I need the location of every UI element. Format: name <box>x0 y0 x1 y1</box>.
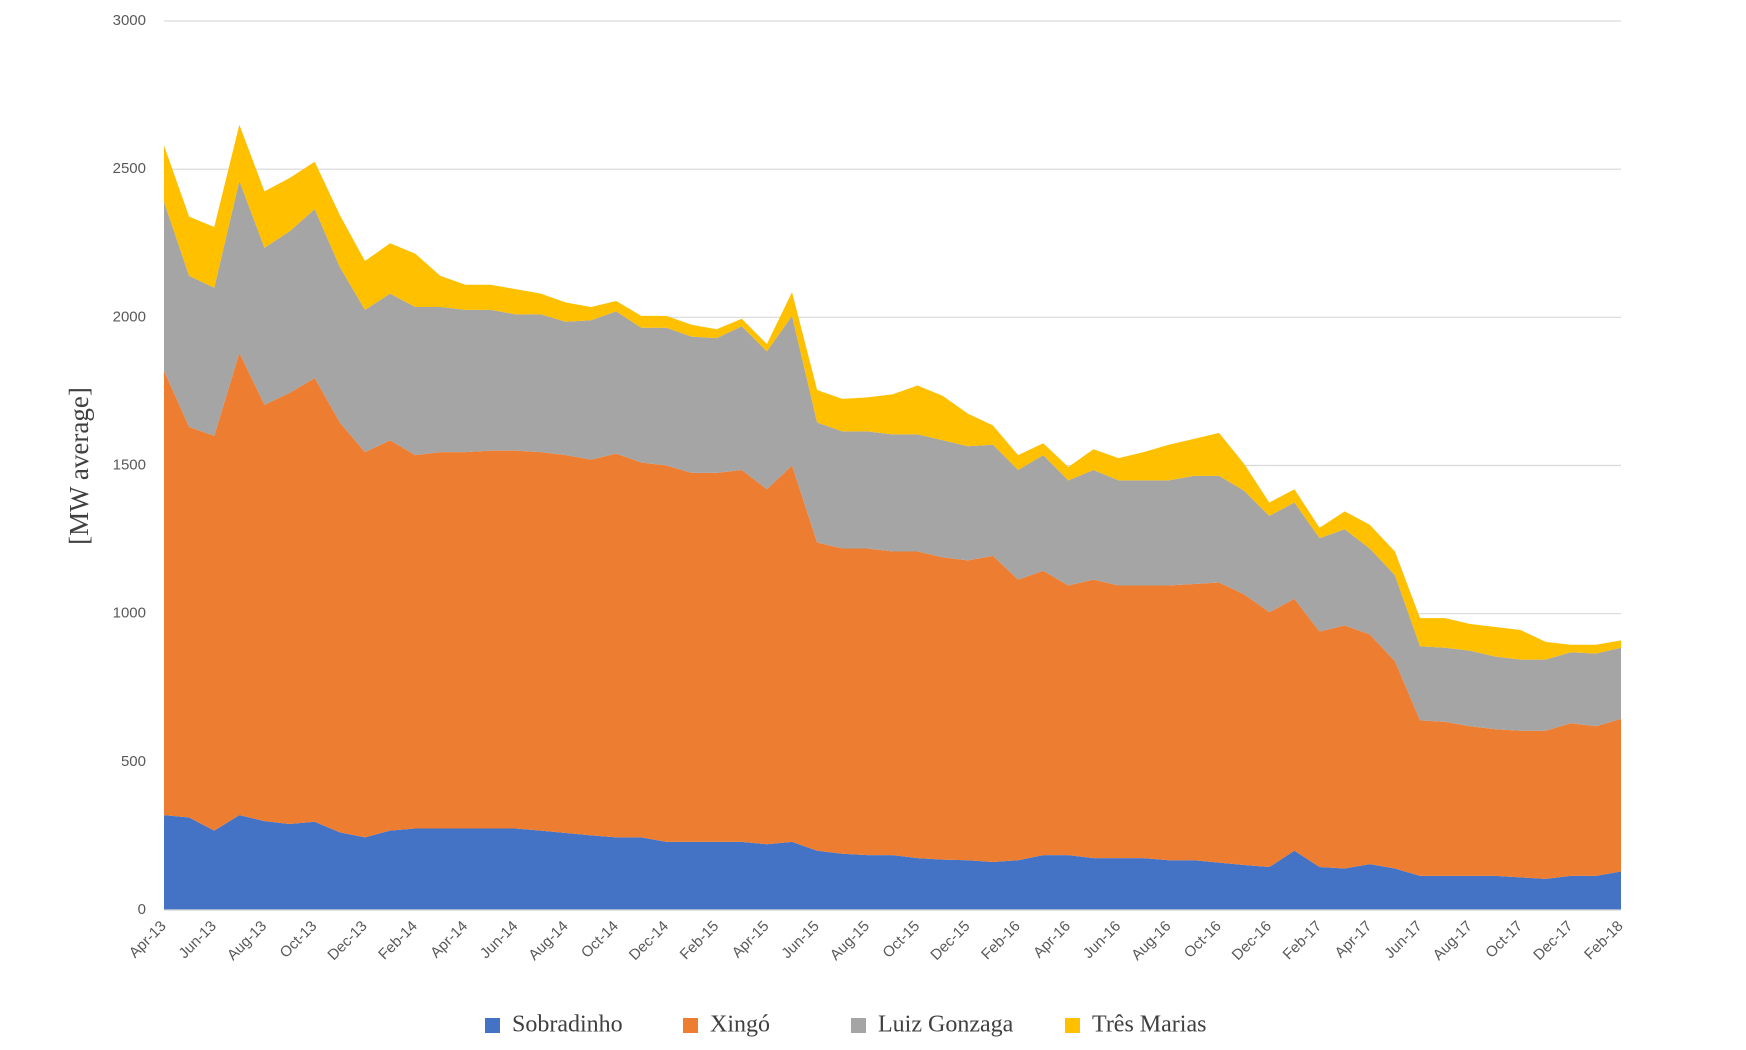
legend-label: Três Marias <box>1092 1012 1206 1038</box>
legend-swatch <box>1065 1018 1080 1033</box>
y-tick-label: 3000 <box>113 12 146 29</box>
legend-label: Luiz Gonzaga <box>878 1012 1014 1038</box>
y-tick-label: 1500 <box>113 456 146 473</box>
x-tick-label: Dec-17 <box>1530 918 1576 964</box>
area <box>164 815 1621 910</box>
area <box>164 181 1621 731</box>
y-axis-label: [MW average] <box>64 387 94 545</box>
x-tick-label: Apr-17 <box>1332 918 1376 962</box>
y-tick-label: 500 <box>121 753 146 770</box>
x-tick-label: Oct-17 <box>1482 918 1526 962</box>
x-tick-label: Feb-15 <box>677 918 723 964</box>
x-tick-label: Dec-16 <box>1229 918 1275 964</box>
x-tick-label: Dec-14 <box>626 918 672 964</box>
legend-swatch <box>683 1018 698 1033</box>
x-tick-label: Apr-15 <box>729 918 773 962</box>
x-tick-label: Jun-17 <box>1381 918 1425 962</box>
x-tick-label: Oct-15 <box>879 918 923 962</box>
x-tick-label: Oct-14 <box>578 918 622 962</box>
x-tick-label: Aug-17 <box>1430 918 1476 964</box>
y-tick-label: 1000 <box>113 605 146 622</box>
y-tick-label: 2500 <box>113 160 146 177</box>
x-tick-label: Feb-17 <box>1280 918 1326 964</box>
x-tick-label: Jun-16 <box>1080 918 1124 962</box>
x-tick-label: Feb-14 <box>375 918 421 964</box>
legend-swatch <box>485 1018 500 1033</box>
x-tick-label: Aug-13 <box>224 918 270 964</box>
x-tick-label: Apr-16 <box>1030 918 1074 962</box>
x-tick-label: Dec-15 <box>927 918 973 964</box>
y-tick-label: 2000 <box>113 308 146 325</box>
x-tick-label: Aug-15 <box>827 918 873 964</box>
x-tick-label: Oct-16 <box>1181 918 1225 962</box>
legend-label: Sobradinho <box>512 1012 623 1038</box>
area <box>164 124 1621 660</box>
x-tick-label: Aug-16 <box>1128 918 1174 964</box>
x-tick-label: Apr-13 <box>126 918 170 962</box>
x-tick-label: Feb-18 <box>1581 918 1627 964</box>
legend-swatch <box>851 1018 866 1033</box>
x-tick-label: Aug-14 <box>525 918 571 964</box>
x-tick-label: Jun-13 <box>175 918 219 962</box>
area <box>164 352 1621 879</box>
x-tick-label: Feb-16 <box>978 918 1024 964</box>
x-tick-label: Dec-13 <box>324 918 370 964</box>
legend-label: Xingó <box>710 1012 770 1038</box>
x-tick-label: Jun-15 <box>778 918 822 962</box>
x-tick-label: Apr-14 <box>427 918 471 962</box>
x-tick-label: Oct-13 <box>277 918 321 962</box>
y-tick-label: 0 <box>138 901 146 918</box>
x-tick-label: Jun-14 <box>477 918 521 962</box>
